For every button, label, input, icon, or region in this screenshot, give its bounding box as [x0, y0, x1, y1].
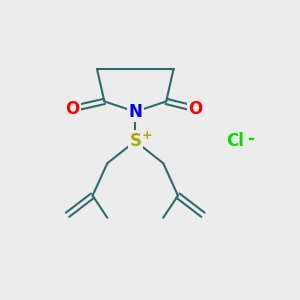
Text: S: S	[129, 132, 141, 150]
Text: -: -	[247, 130, 254, 148]
Text: +: +	[141, 129, 152, 142]
Text: N: N	[128, 103, 142, 121]
Text: O: O	[188, 100, 203, 118]
Text: O: O	[65, 100, 79, 118]
Text: Cl: Cl	[226, 132, 244, 150]
